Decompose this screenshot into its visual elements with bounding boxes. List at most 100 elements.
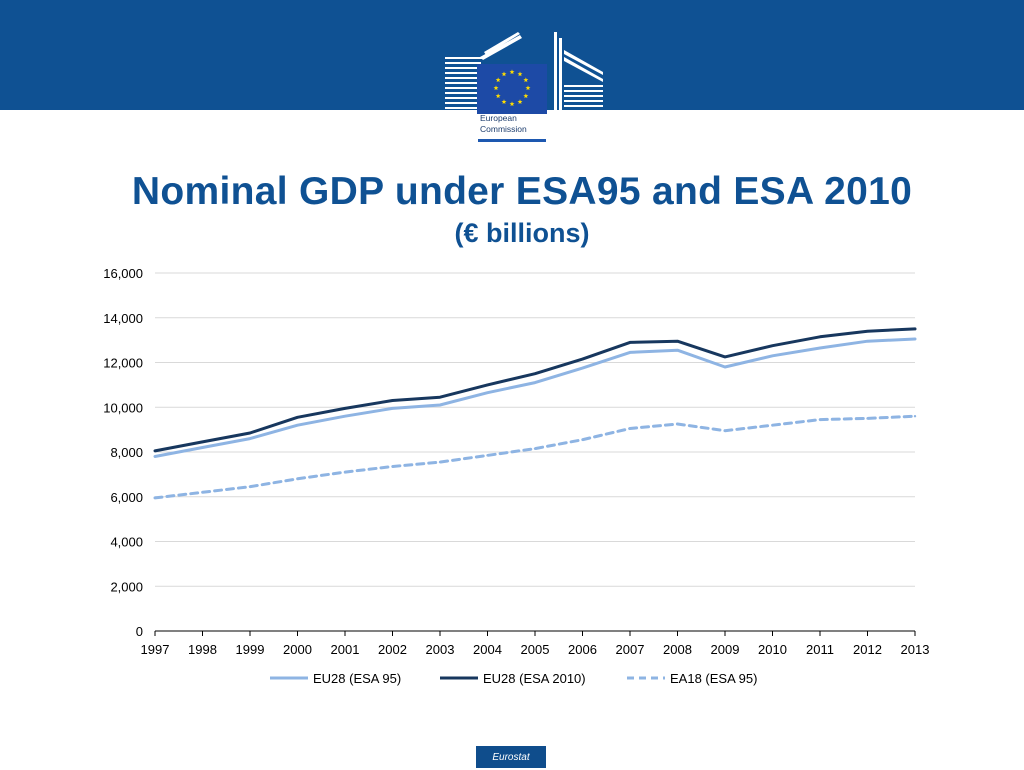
y-tick-label: 10,000 xyxy=(103,400,143,415)
series-line-1 xyxy=(153,337,917,458)
data-point xyxy=(486,454,489,457)
data-point xyxy=(486,391,489,394)
data-point xyxy=(866,329,869,333)
data-point xyxy=(866,417,869,420)
data-point xyxy=(248,437,252,440)
eu-star-icon xyxy=(509,101,515,107)
data-point xyxy=(676,340,679,343)
data-point xyxy=(438,395,442,399)
y-tick-label: 14,000 xyxy=(103,311,143,326)
data-point xyxy=(628,341,632,344)
data-point xyxy=(296,423,299,427)
data-point xyxy=(438,403,442,407)
x-tick-label: 2009 xyxy=(711,642,740,657)
x-tick-label: 2006 xyxy=(568,642,597,657)
series-line-3 xyxy=(153,414,917,500)
legend-label: EA18 (ESA 95) xyxy=(670,671,757,686)
data-point xyxy=(628,351,632,354)
logo-line-commission: Commission xyxy=(480,124,527,134)
data-point xyxy=(723,355,727,359)
data-point xyxy=(913,337,917,341)
data-point xyxy=(248,431,252,435)
x-tick-label: 1998 xyxy=(188,642,217,657)
data-point xyxy=(676,348,679,352)
page-title: Nominal GDP under ESA95 and ESA 2010 xyxy=(131,170,913,213)
data-point xyxy=(866,340,869,343)
data-point xyxy=(248,485,252,488)
data-point xyxy=(296,416,299,419)
eu-star-icon xyxy=(501,71,507,77)
x-tick-label: 2008 xyxy=(663,642,692,657)
x-tick-label: 1999 xyxy=(236,642,265,657)
data-point xyxy=(343,470,347,474)
data-point xyxy=(486,383,489,387)
y-tick-label: 16,000 xyxy=(103,266,143,281)
eu-star-icon xyxy=(495,93,501,99)
legend-label: EU28 (ESA 95) xyxy=(313,671,401,686)
data-point xyxy=(723,365,727,369)
eurostat-badge: Eurostat xyxy=(476,746,546,768)
data-point xyxy=(818,335,822,338)
gdp-line-chart: 0 2,000 4,000 6,000 8,000 10,000 12,000 14,000 1… xyxy=(103,266,930,686)
eu-star-icon xyxy=(523,93,529,99)
data-point xyxy=(343,415,347,418)
x-tick-label: 2011 xyxy=(806,642,834,657)
x-tick-label: 2000 xyxy=(283,642,312,657)
x-tick-label: 2001 xyxy=(331,642,360,657)
eu-star-icon xyxy=(523,77,529,83)
y-tick-label: 4,000 xyxy=(110,535,143,550)
data-point xyxy=(581,438,584,441)
eu-star-icon xyxy=(495,77,501,83)
legend-label: EU28 (ESA 2010) xyxy=(483,671,586,686)
x-tick-label: 2010 xyxy=(758,642,787,657)
x-tick-label: 1997 xyxy=(141,642,170,657)
logo-wordmark: European Commission xyxy=(480,113,560,135)
x-tick-label: 2002 xyxy=(378,642,407,657)
x-tick-label: 2012 xyxy=(853,642,882,657)
x-tick-label: 2013 xyxy=(901,642,930,657)
eu-star-icon xyxy=(525,85,531,91)
european-commission-logo xyxy=(445,32,603,144)
data-point xyxy=(818,346,822,350)
data-point xyxy=(771,354,774,357)
data-point xyxy=(628,427,632,430)
data-point xyxy=(581,366,584,370)
x-tick-label: 2007 xyxy=(616,642,645,657)
eu-star-icon xyxy=(509,69,515,75)
data-point xyxy=(913,327,917,331)
logo-underline xyxy=(478,139,546,142)
data-point xyxy=(533,447,537,450)
data-point xyxy=(533,381,537,384)
data-point xyxy=(533,372,537,375)
data-point xyxy=(771,423,774,427)
x-tick-label: 2005 xyxy=(521,642,550,657)
data-point xyxy=(391,465,394,468)
data-point xyxy=(201,446,204,449)
data-point xyxy=(153,455,157,458)
eu-star-icon xyxy=(501,99,507,104)
eu-star-icon xyxy=(517,99,523,104)
data-point xyxy=(438,460,442,464)
data-point xyxy=(343,407,347,410)
data-point xyxy=(153,496,157,500)
y-tick-label: 0 xyxy=(136,624,143,639)
y-tick-label: 12,000 xyxy=(103,356,143,371)
page-subtitle: (€ billions) xyxy=(454,218,590,248)
x-tick-label: 2004 xyxy=(473,642,502,657)
data-point xyxy=(818,418,822,421)
y-tick-label: 8,000 xyxy=(110,445,143,460)
data-point xyxy=(201,440,204,444)
data-point xyxy=(771,344,774,347)
data-point xyxy=(581,357,584,361)
y-tick-label: 6,000 xyxy=(110,490,143,505)
data-point xyxy=(391,407,394,410)
data-point xyxy=(201,491,204,494)
data-point xyxy=(676,422,679,426)
data-point xyxy=(296,477,299,481)
eu-star-icon xyxy=(493,85,499,91)
data-point xyxy=(153,449,157,453)
x-tick-label: 2003 xyxy=(426,642,455,657)
data-point xyxy=(913,415,917,418)
eu-star-icon xyxy=(517,71,523,77)
data-point xyxy=(391,399,394,402)
